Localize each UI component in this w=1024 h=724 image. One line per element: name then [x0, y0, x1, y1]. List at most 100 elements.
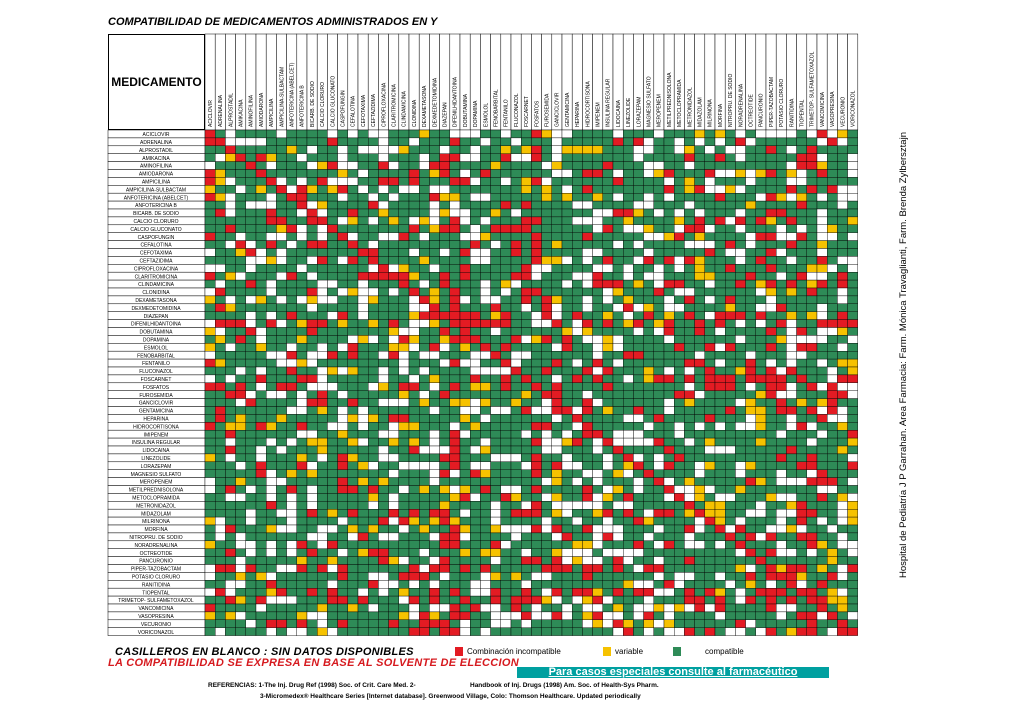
- matrix-cell: [776, 540, 787, 549]
- matrix-cell: [337, 501, 349, 510]
- matrix-cell: [357, 445, 369, 455]
- matrix-cell: [296, 279, 308, 289]
- matrix-cell: [214, 264, 226, 273]
- matrix-cell: [612, 414, 624, 423]
- matrix-cell: [765, 406, 777, 415]
- matrix-cell: [276, 358, 287, 368]
- matrix-cell: [623, 516, 634, 526]
- matrix-cell: [286, 153, 298, 162]
- matrix-cell: [214, 295, 226, 304]
- matrix-cell: [837, 192, 848, 202]
- matrix-cell: [204, 501, 216, 510]
- matrix-cell: [674, 461, 685, 470]
- matrix-cell: [419, 256, 430, 265]
- matrix-cell: [714, 153, 726, 162]
- matrix-cell: [684, 453, 695, 462]
- pharmacist-note[interactable]: Para casos especiales consulte al farmac…: [517, 667, 829, 678]
- matrix-cell: [653, 611, 665, 621]
- matrix-cell: [245, 540, 257, 549]
- matrix-cell: [561, 311, 573, 320]
- column-label: VASOPRESINA: [830, 91, 836, 127]
- matrix-cell: [704, 287, 716, 297]
- matrix-cell: [592, 445, 603, 455]
- matrix-cell: [500, 540, 512, 549]
- matrix-cell: [827, 430, 838, 439]
- matrix-cell: [439, 200, 451, 210]
- matrix-cell: [439, 240, 451, 249]
- matrix-cell: [225, 335, 236, 344]
- matrix-cell: [521, 129, 532, 139]
- matrix-cell: [245, 224, 257, 233]
- matrix-cell: [745, 287, 756, 297]
- matrix-cell: [663, 240, 675, 249]
- matrix-cell: [745, 588, 756, 597]
- matrix-cell: [602, 469, 614, 478]
- matrix-cell: [235, 311, 247, 320]
- matrix-cell: [735, 248, 746, 257]
- matrix-cell: [725, 406, 736, 415]
- matrix-cell: [429, 398, 440, 407]
- matrix-cell: [847, 532, 858, 542]
- matrix-cell: [306, 619, 318, 628]
- row-label: CLONIDINA: [142, 290, 170, 296]
- matrix-cell: [306, 564, 318, 573]
- matrix-cell: [398, 540, 410, 549]
- matrix-cell: [541, 564, 552, 573]
- matrix-cell: [765, 200, 777, 210]
- matrix-cell: [317, 208, 328, 218]
- matrix-cell: [714, 208, 726, 218]
- matrix-cell: [561, 516, 573, 526]
- matrix-cell: [449, 200, 461, 210]
- matrix-cell: [490, 224, 502, 233]
- matrix-cell: [612, 351, 624, 360]
- matrix-cell: [714, 627, 726, 636]
- matrix-cell: [439, 343, 451, 352]
- matrix-cell: [459, 588, 471, 597]
- matrix-cell: [459, 382, 471, 391]
- matrix-cell: [510, 343, 522, 352]
- matrix-cell: [674, 572, 685, 581]
- matrix-cell: [592, 366, 603, 376]
- matrix-cell: [398, 343, 410, 352]
- matrix-cell: [531, 311, 542, 320]
- matrix-cell: [643, 185, 654, 194]
- matrix-cell: [714, 611, 726, 621]
- matrix-cell: [255, 216, 267, 225]
- matrix-cell: [439, 248, 451, 257]
- matrix-cell: [449, 366, 461, 376]
- matrix-cell: [337, 619, 349, 628]
- matrix-cell: [561, 627, 573, 636]
- matrix-cell: [837, 603, 848, 613]
- matrix-cell: [786, 319, 797, 328]
- column-label: AMIODARONA: [259, 92, 265, 127]
- matrix-cell: [704, 145, 716, 154]
- matrix-cell: [633, 580, 644, 589]
- matrix-cell: [551, 264, 563, 273]
- matrix-cell: [806, 532, 818, 542]
- matrix-cell: [439, 540, 451, 549]
- matrix-cell: [612, 603, 624, 613]
- matrix-cell: [306, 437, 318, 447]
- matrix-cell: [204, 232, 216, 241]
- matrix-cell: [786, 493, 797, 502]
- pharmacist-note-text[interactable]: Para casos especiales consulte al farmac…: [548, 666, 798, 678]
- matrix-cell: [582, 619, 593, 628]
- matrix-cell: [602, 145, 614, 154]
- matrix-cell: [796, 422, 807, 431]
- matrix-cell: [725, 256, 736, 265]
- matrix-cell: [612, 406, 624, 415]
- matrix-cell: [582, 335, 593, 344]
- matrix-cell: [449, 216, 461, 225]
- matrix-cell: [643, 556, 654, 565]
- matrix-cell: [225, 129, 236, 139]
- matrix-cell: [602, 256, 614, 265]
- matrix-cell: [796, 224, 807, 233]
- row-label: FENTANILO: [142, 361, 170, 367]
- matrix-cell: [745, 311, 756, 320]
- references-line1b: Handbook of Inj. Drugs (1998) Am. Soc. o…: [470, 682, 659, 689]
- matrix-cell: [459, 548, 471, 557]
- column-label: GENTAMICINA: [565, 92, 571, 127]
- matrix-cell: [347, 272, 359, 281]
- matrix-cell: [725, 556, 736, 565]
- matrix-cell: [317, 279, 328, 289]
